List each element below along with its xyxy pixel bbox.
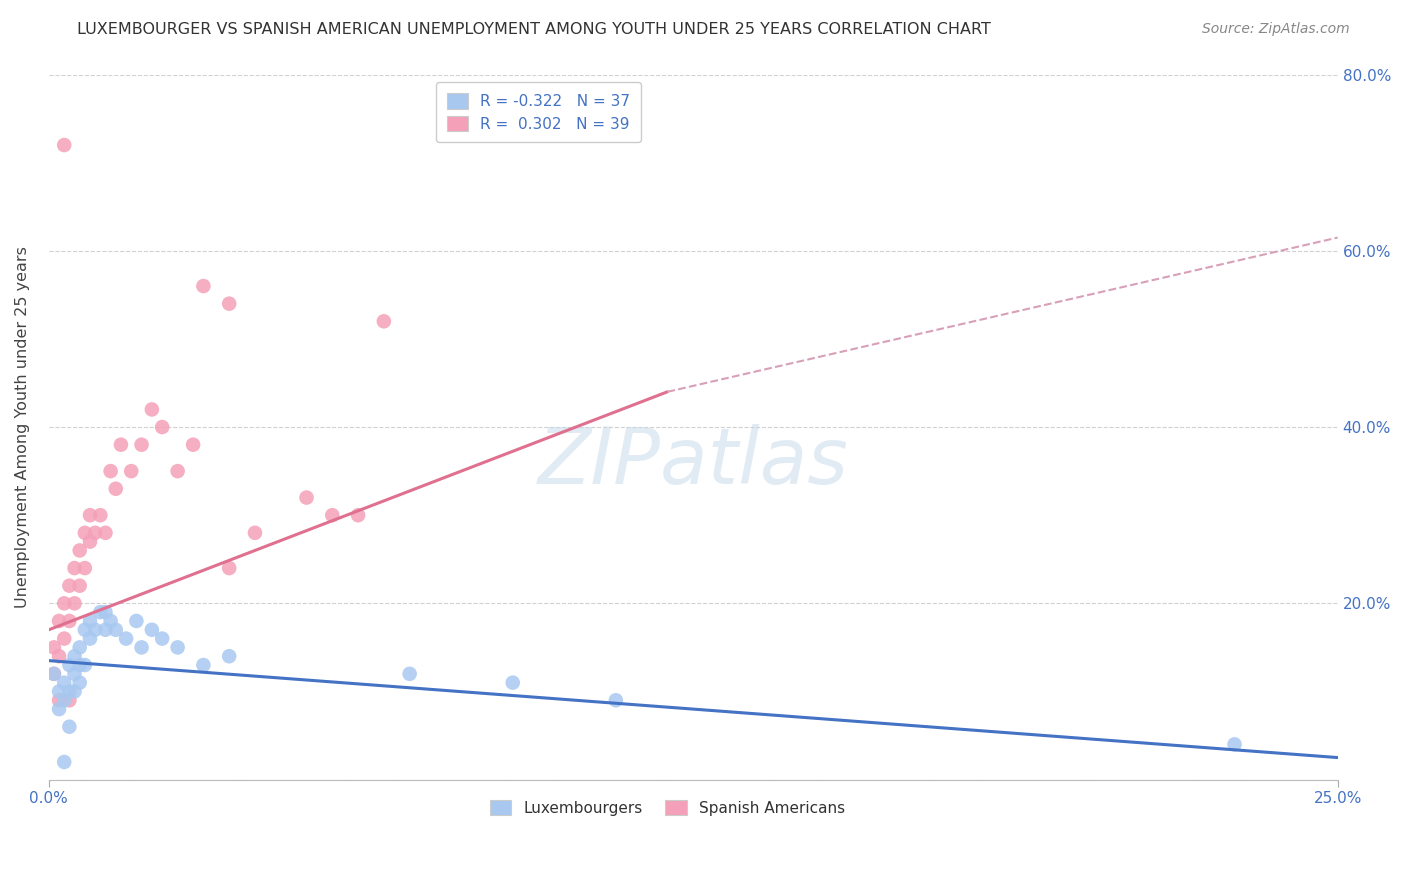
Point — [347, 508, 370, 523]
Point — [53, 138, 76, 153]
Point — [605, 693, 627, 707]
Point — [166, 640, 188, 655]
Point — [48, 693, 70, 707]
Point — [48, 614, 70, 628]
Point — [63, 561, 86, 575]
Point — [58, 720, 80, 734]
Point — [89, 508, 111, 523]
Point — [58, 579, 80, 593]
Point — [193, 279, 215, 293]
Point — [63, 684, 86, 698]
Point — [53, 675, 76, 690]
Point — [69, 658, 91, 673]
Text: Source: ZipAtlas.com: Source: ZipAtlas.com — [1202, 22, 1350, 37]
Text: LUXEMBOURGER VS SPANISH AMERICAN UNEMPLOYMENT AMONG YOUTH UNDER 25 YEARS CORRELA: LUXEMBOURGER VS SPANISH AMERICAN UNEMPLO… — [77, 22, 991, 37]
Point — [69, 579, 91, 593]
Point — [115, 632, 138, 646]
Point — [141, 623, 163, 637]
Point — [53, 693, 76, 707]
Point — [42, 666, 65, 681]
Point — [100, 464, 122, 478]
Point — [53, 632, 76, 646]
Point — [120, 464, 142, 478]
Point — [84, 525, 107, 540]
Point — [150, 420, 173, 434]
Point — [58, 658, 80, 673]
Point — [63, 596, 86, 610]
Point — [89, 605, 111, 619]
Point — [42, 640, 65, 655]
Point — [48, 684, 70, 698]
Point — [218, 561, 240, 575]
Point — [69, 640, 91, 655]
Point — [131, 438, 153, 452]
Y-axis label: Unemployment Among Youth under 25 years: Unemployment Among Youth under 25 years — [15, 246, 30, 608]
Point — [69, 543, 91, 558]
Point — [79, 508, 101, 523]
Point — [125, 614, 148, 628]
Point — [502, 675, 524, 690]
Point — [141, 402, 163, 417]
Point — [243, 525, 266, 540]
Point — [100, 614, 122, 628]
Point — [73, 525, 96, 540]
Point — [58, 614, 80, 628]
Point — [58, 684, 80, 698]
Point — [48, 702, 70, 716]
Point — [94, 623, 117, 637]
Point — [79, 632, 101, 646]
Point — [79, 614, 101, 628]
Point — [131, 640, 153, 655]
Point — [73, 623, 96, 637]
Point — [79, 534, 101, 549]
Point — [53, 596, 76, 610]
Point — [295, 491, 318, 505]
Point — [110, 438, 132, 452]
Point — [104, 482, 127, 496]
Point — [48, 649, 70, 664]
Point — [218, 649, 240, 664]
Point — [321, 508, 343, 523]
Point — [69, 675, 91, 690]
Point — [193, 658, 215, 673]
Point — [84, 623, 107, 637]
Text: ZIPatlas: ZIPatlas — [537, 425, 849, 500]
Point — [53, 755, 76, 769]
Point — [42, 666, 65, 681]
Point — [63, 666, 86, 681]
Point — [1223, 737, 1246, 751]
Point — [58, 693, 80, 707]
Point — [398, 666, 420, 681]
Point — [63, 649, 86, 664]
Point — [218, 296, 240, 310]
Point — [94, 605, 117, 619]
Point — [166, 464, 188, 478]
Point — [94, 525, 117, 540]
Point — [73, 561, 96, 575]
Point — [181, 438, 204, 452]
Point — [73, 658, 96, 673]
Point — [104, 623, 127, 637]
Point — [373, 314, 395, 328]
Legend: Luxembourgers, Spanish Americans: Luxembourgers, Spanish Americans — [481, 790, 855, 825]
Point — [150, 632, 173, 646]
